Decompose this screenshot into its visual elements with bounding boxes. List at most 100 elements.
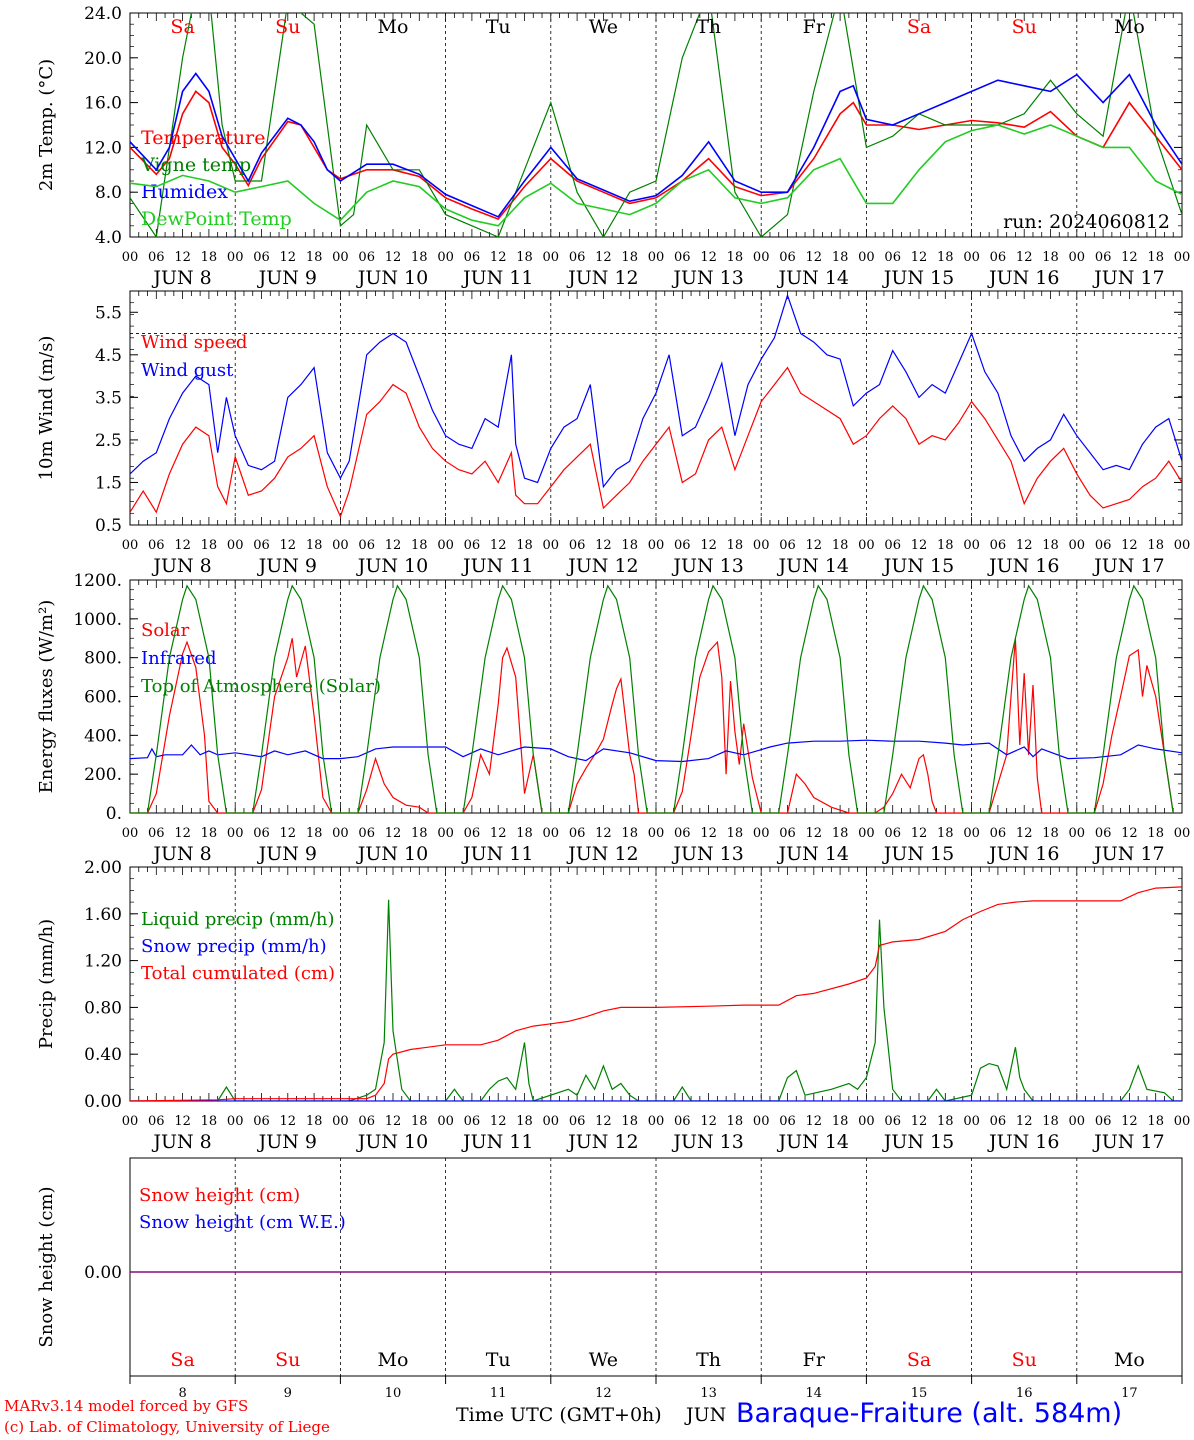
date-label: JUN 15 (882, 267, 954, 289)
hour-tick-label: 18 (201, 250, 218, 265)
y-tick-label: 0.40 (84, 1045, 122, 1065)
weekday-label-bottom: Th (696, 1349, 721, 1371)
series-line (130, 124, 1182, 227)
hour-tick-label: 18 (1042, 826, 1059, 841)
run-label: run: 2024060812 (1003, 211, 1170, 233)
weekday-label-top: Th (696, 16, 721, 38)
hour-tick-label: 00 (648, 826, 665, 841)
day-number: 12 (595, 1386, 612, 1401)
date-label: JUN 10 (356, 1131, 428, 1153)
hour-tick-label: 18 (1147, 538, 1164, 553)
legend-entry: Snow height (cm W.E.) (139, 1212, 346, 1233)
series-line (130, 13, 1182, 237)
hour-tick-label: 12 (490, 1114, 507, 1129)
series-line (130, 584, 1174, 813)
hour-tick-label: 12 (1121, 538, 1138, 553)
hour-tick-label: 18 (832, 250, 849, 265)
hour-tick-label: 18 (1147, 250, 1164, 265)
date-label: JUN 16 (987, 267, 1059, 289)
legend-entry: Wind gust (141, 360, 234, 381)
y-tick-label: 800. (84, 649, 122, 669)
hour-tick-label: 06 (253, 826, 270, 841)
hour-tick-label: 12 (806, 250, 823, 265)
hour-tick-label: 00 (543, 1114, 560, 1129)
date-label: JUN 9 (257, 267, 317, 289)
series-line (130, 638, 1174, 813)
hour-tick-label: 18 (306, 250, 323, 265)
hour-tick-label: 12 (1016, 538, 1033, 553)
date-label: JUN 12 (566, 843, 638, 865)
date-label: JUN 12 (566, 1131, 638, 1153)
hour-tick-label: 06 (674, 1114, 691, 1129)
hour-tick-label: 00 (963, 826, 980, 841)
hour-tick-label: 06 (990, 826, 1007, 841)
hour-tick-label: 12 (490, 826, 507, 841)
weekday-label-bottom: We (589, 1349, 618, 1371)
hour-tick-label: 00 (648, 1114, 665, 1129)
hour-tick-label: 18 (621, 250, 638, 265)
hour-tick-label: 18 (201, 538, 218, 553)
series-line (130, 293, 1182, 489)
weekday-label-top: Fr (803, 16, 826, 38)
hour-tick-label: 18 (1147, 826, 1164, 841)
day-number: 16 (1016, 1386, 1033, 1401)
hour-tick-label: 06 (148, 1114, 165, 1129)
hour-tick-label: 00 (963, 1114, 980, 1129)
hour-tick-label: 00 (858, 538, 875, 553)
date-label: JUN 16 (987, 555, 1059, 577)
hour-tick-label: 12 (911, 826, 928, 841)
y-tick-label: 400. (84, 726, 122, 746)
hour-tick-label: 06 (148, 538, 165, 553)
date-label: JUN 8 (151, 267, 211, 289)
hour-tick-label: 18 (727, 250, 744, 265)
hour-tick-label: 06 (253, 1114, 270, 1129)
hour-tick-label: 00 (753, 1114, 770, 1129)
date-label: JUN 13 (671, 1131, 743, 1153)
y-tick-label: 0.00 (84, 1263, 122, 1283)
date-label: JUN 13 (671, 843, 743, 865)
hour-tick-label: 18 (306, 538, 323, 553)
legend-entry: DewPoint Temp (141, 208, 292, 230)
hour-tick-label: 12 (1121, 1114, 1138, 1129)
y-tick-label: 8.0 (95, 183, 122, 203)
y-tick-label: 200. (84, 765, 122, 785)
y-tick-label: 24.0 (84, 4, 122, 24)
hour-tick-label: 06 (569, 538, 586, 553)
hour-tick-label: 06 (884, 250, 901, 265)
hour-tick-label: 00 (437, 1114, 454, 1129)
hour-tick-label: 12 (1016, 250, 1033, 265)
hour-tick-label: 06 (148, 250, 165, 265)
hour-tick-label: 18 (937, 538, 954, 553)
weekday-label-bottom: Sa (170, 1349, 194, 1371)
hour-tick-label: 00 (1069, 250, 1086, 265)
hour-tick-label: 06 (779, 538, 796, 553)
hour-tick-label: 12 (700, 826, 717, 841)
hour-tick-label: 06 (779, 250, 796, 265)
legend-entry: Top of Atmosphere (Solar) (141, 676, 381, 697)
hour-tick-label: 00 (437, 250, 454, 265)
day-number: 15 (911, 1386, 928, 1401)
hour-tick-label: 00 (753, 826, 770, 841)
hour-tick-label: 18 (411, 250, 428, 265)
hour-tick-label: 06 (779, 826, 796, 841)
date-label: JUN 13 (671, 267, 743, 289)
hour-tick-label: 00 (332, 826, 349, 841)
y-tick-label: 1.60 (84, 905, 122, 925)
day-number: 13 (700, 1386, 717, 1401)
hour-tick-label: 06 (990, 1114, 1007, 1129)
hour-tick-label: 00 (858, 1114, 875, 1129)
date-label: JUN 14 (777, 1131, 849, 1153)
hour-tick-label: 18 (937, 1114, 954, 1129)
hour-tick-label: 00 (543, 538, 560, 553)
hour-tick-label: 06 (1095, 1114, 1112, 1129)
hour-tick-label: 12 (911, 250, 928, 265)
hour-tick-label: 06 (464, 1114, 481, 1129)
hour-tick-label: 00 (437, 538, 454, 553)
day-number: 8 (178, 1386, 186, 1401)
hour-tick-label: 18 (516, 1114, 533, 1129)
date-label: JUN 16 (987, 843, 1059, 865)
hour-tick-label: 12 (595, 1114, 612, 1129)
month-label: JUN (686, 1404, 727, 1426)
hour-tick-label: 12 (1121, 250, 1138, 265)
